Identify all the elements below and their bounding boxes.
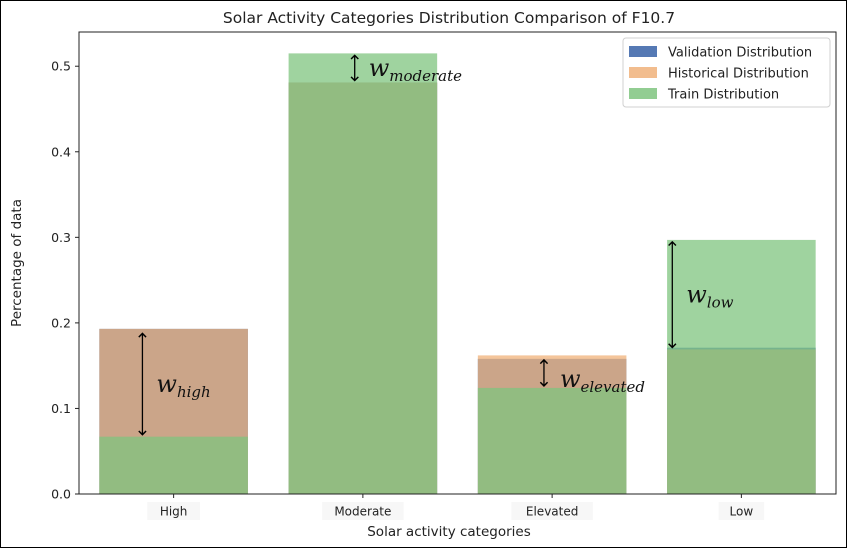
legend-swatch — [629, 88, 657, 99]
x-axis: High Moderate Elevated Low — [147, 494, 765, 520]
x-tick-label: Low — [730, 505, 754, 519]
plot-area — [99, 53, 816, 495]
legend-label: Train Distribution — [667, 88, 779, 103]
y-axis: 0.0 0.1 0.2 0.3 0.4 0.5 — [51, 59, 79, 502]
label-subscript: moderate — [389, 67, 462, 85]
y-axis-label: Percentage of data — [9, 199, 25, 327]
legend-swatch — [629, 46, 657, 57]
legend-swatch — [629, 67, 657, 78]
x-tick-label-bg — [511, 502, 593, 520]
bar-train-elevated — [477, 387, 627, 494]
chart-title: Solar Activity Categories Distribution C… — [223, 9, 675, 27]
legend-label: Historical Distribution — [668, 67, 809, 82]
bar-train-moderate — [288, 53, 438, 495]
bar-train-high — [99, 436, 248, 494]
y-tick-label: 0.4 — [51, 144, 71, 159]
y-tick-label: 0.0 — [51, 487, 71, 502]
label-subscript: high — [177, 383, 211, 401]
y-tick-label: 0.5 — [51, 59, 71, 74]
x-tick-label: Elevated — [526, 505, 578, 519]
x-axis-label: Solar activity categories — [367, 524, 531, 540]
bar-train-low — [667, 239, 816, 494]
y-tick-label: 0.1 — [51, 401, 71, 416]
x-tick-label-bg — [718, 502, 765, 520]
label-subscript: elevated — [581, 378, 645, 396]
legend-box — [622, 37, 831, 108]
legend-label: Validation Distribution — [668, 46, 812, 61]
x-tick-label-bg — [147, 502, 201, 520]
axes-frame — [78, 31, 837, 495]
x-tick-label: High — [160, 505, 188, 519]
legend: Validation Distribution Historical Distri… — [622, 37, 831, 108]
x-tick-label-bg — [322, 502, 404, 520]
x-tick-label: Moderate — [334, 505, 391, 519]
y-tick-label: 0.3 — [51, 230, 71, 245]
label-subscript: low — [707, 294, 734, 312]
y-tick-label: 0.2 — [51, 315, 71, 330]
